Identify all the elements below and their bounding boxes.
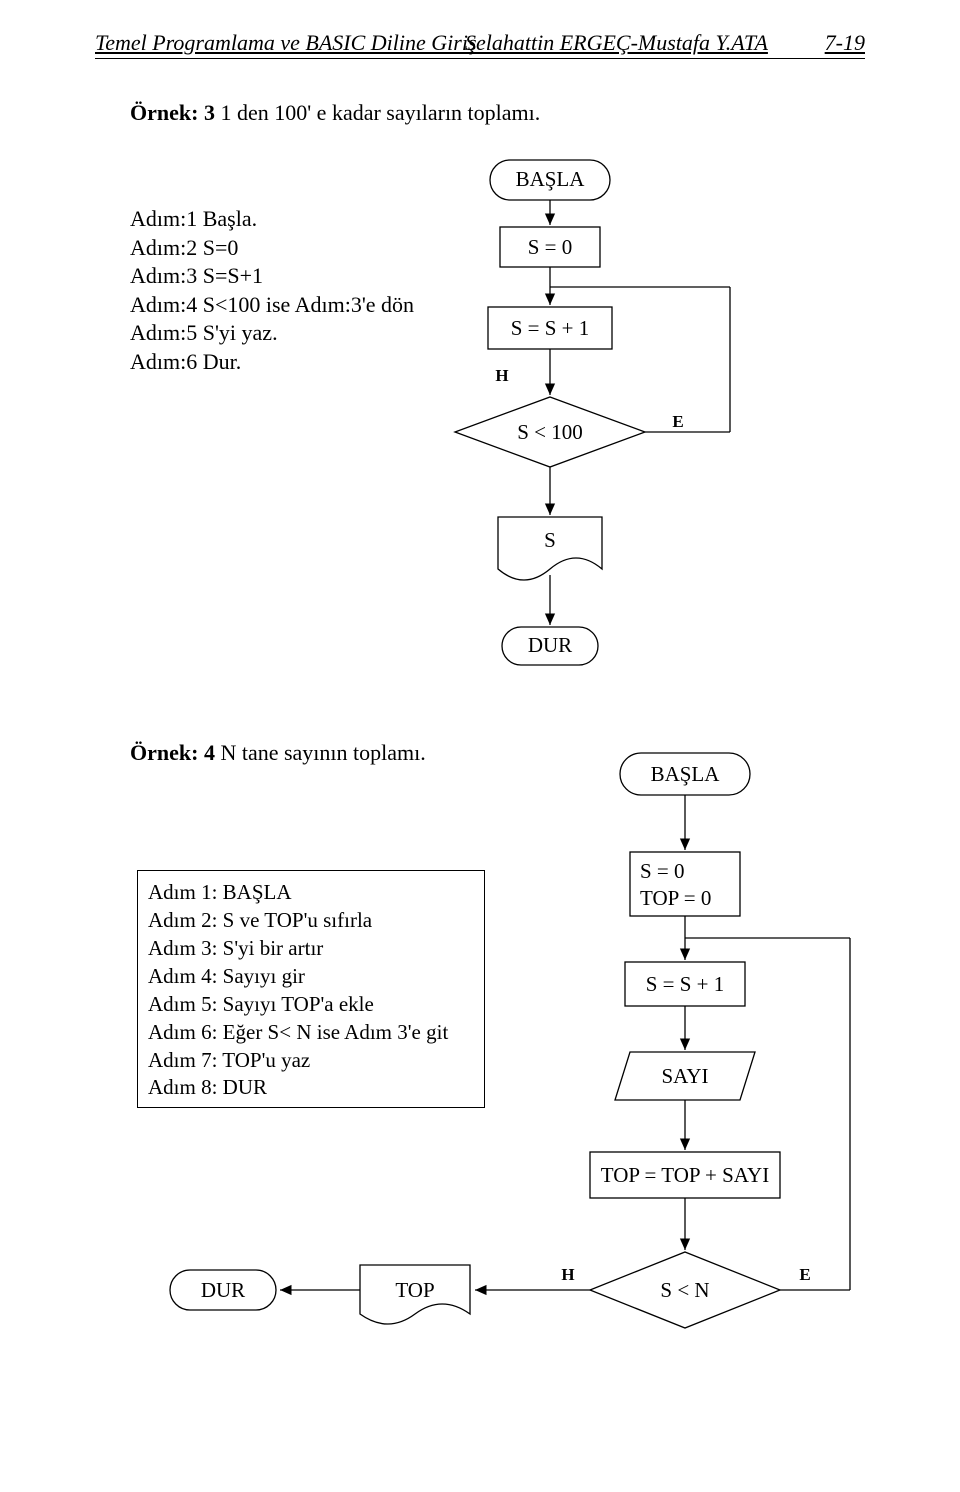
ex4-node-start: BAŞLA [651, 762, 721, 786]
ex4-node-init2: TOP = 0 [640, 886, 711, 910]
header-right: 7-19 [825, 30, 865, 56]
ex4-label-false: H [561, 1265, 574, 1284]
ex4-node-output: TOP [395, 1278, 434, 1302]
example3-title-text: 1 den 100' e kadar sayıların toplamı. [220, 100, 540, 125]
ex4-node-cond: S < N [660, 1278, 709, 1302]
example3-flowchart: BAŞLA S = 0 S = S + 1 H S < 100 E S DUR [410, 155, 780, 715]
ex4-node-end: DUR [201, 1278, 245, 1302]
ex4-node-inc: S = S + 1 [646, 972, 725, 996]
header-mid: Selahattin ERGEÇ-Mustafa Y.ATA [465, 30, 768, 56]
ex3-node-end: DUR [528, 633, 572, 657]
ex3-node-start: BAŞLA [516, 167, 586, 191]
page-header: Temel Programlama ve BASIC Diline Giriş … [95, 30, 865, 59]
example3-step2: Adım:2 S=0 [130, 234, 414, 263]
example3-step3: Adım:3 S=S+1 [130, 262, 414, 291]
example3-step5: Adım:5 S'yi yaz. [130, 319, 414, 348]
example3-title-label: Örnek: 3 [130, 100, 215, 125]
ex4-node-accum: TOP = TOP + SAYI [601, 1163, 769, 1187]
example3-step1: Adım:1 Başla. [130, 205, 414, 234]
ex3-label-false: H [495, 366, 508, 385]
header-left: Temel Programlama ve BASIC Diline Giriş [95, 30, 477, 56]
ex3-label-true: E [672, 412, 683, 431]
example4-flowchart: BAŞLA S = 0 TOP = 0 S = S + 1 SAYI TOP =… [130, 750, 900, 1470]
example3-title: Örnek: 3 1 den 100' e kadar sayıların to… [130, 100, 540, 126]
ex3-node-cond: S < 100 [517, 420, 583, 444]
example3-step4: Adım:4 S<100 ise Adım:3'e dön [130, 291, 414, 320]
ex3-node-init: S = 0 [528, 235, 573, 259]
ex4-node-input: SAYI [661, 1064, 708, 1088]
ex4-node-init1: S = 0 [640, 859, 685, 883]
ex4-label-true: E [799, 1265, 810, 1284]
ex3-node-inc: S = S + 1 [511, 316, 590, 340]
example3-step6: Adım:6 Dur. [130, 348, 414, 377]
example3-steps: Adım:1 Başla. Adım:2 S=0 Adım:3 S=S+1 Ad… [130, 205, 414, 377]
ex3-node-output: S [544, 528, 556, 552]
